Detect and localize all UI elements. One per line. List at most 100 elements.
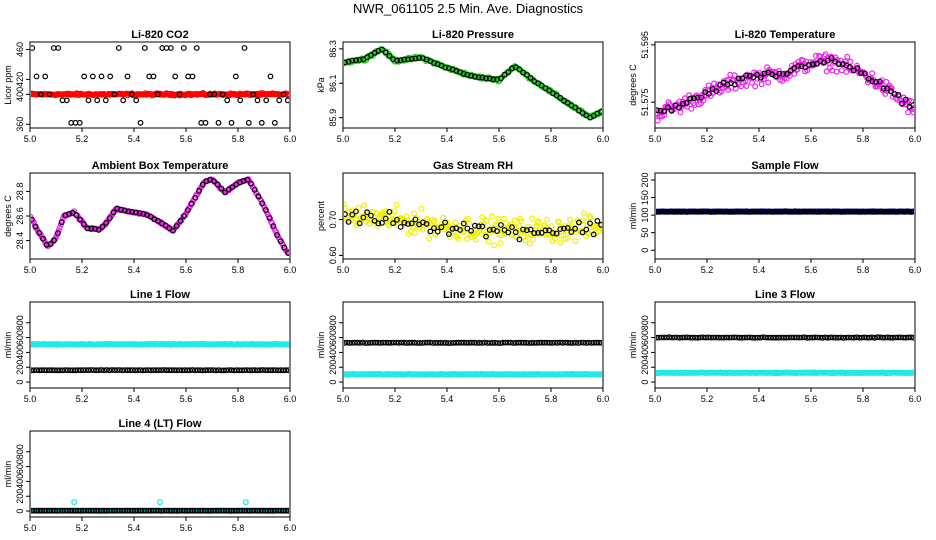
panel-5-average-point xyxy=(561,225,567,232)
panel-5-xtick-label: 5.8 xyxy=(545,265,558,275)
panel-4-average-point xyxy=(118,206,124,213)
panel-5-raw-point xyxy=(344,205,348,212)
panel-1-average-point xyxy=(137,119,144,126)
panel-9-average-point xyxy=(869,334,875,341)
panel-5-average-point xyxy=(386,208,393,215)
panel-6-average-point xyxy=(663,208,670,215)
panel-9-average-point xyxy=(778,334,784,341)
panel-6-title: Sample Flow xyxy=(751,160,819,172)
panel-2-average-point xyxy=(356,57,363,63)
panel-10-xtick-label: 5.8 xyxy=(232,523,245,533)
panel-5-frame xyxy=(342,172,604,260)
panel-5-average-point xyxy=(360,214,367,221)
panel-6-average-point xyxy=(866,208,873,215)
panel-1-average-point xyxy=(254,97,261,104)
panel-5-xtick-label: 5.2 xyxy=(389,265,402,275)
panel-1-average-point xyxy=(271,119,278,126)
panel-6-average-point xyxy=(708,208,714,215)
panel-9-average-point xyxy=(747,334,753,341)
panel-5-average-point xyxy=(353,208,359,215)
panel-3-raw-point xyxy=(656,117,661,124)
panel-6-average-point xyxy=(760,208,766,215)
panel-3-average-point xyxy=(806,62,812,68)
panel-9-xtick-label: 5.0 xyxy=(649,394,662,404)
panel-7-average-point xyxy=(272,367,279,374)
panel-7-average-point xyxy=(106,367,113,374)
panel-6-average-point xyxy=(770,208,777,215)
panel-6-average-point xyxy=(858,208,865,215)
panel-10-average-point xyxy=(75,507,81,514)
panel-9-average-point xyxy=(715,334,722,341)
panel-8-xtick-label: 5.8 xyxy=(545,394,558,404)
panel-5-average-point xyxy=(368,212,374,219)
panel-9-average-point xyxy=(827,334,834,341)
panel-6-average-point xyxy=(835,208,842,215)
panel-8-average-point xyxy=(440,340,447,346)
panel-9-average-point xyxy=(666,334,673,341)
panel-1-frame xyxy=(29,41,291,129)
panel-6-average-point xyxy=(747,208,753,215)
panel-7-average-point xyxy=(184,367,191,374)
panel-10-average-point xyxy=(163,507,170,514)
panel-6-xtick-label: 5.4 xyxy=(753,265,766,275)
panel-4-average-point xyxy=(147,213,154,220)
panel-10-average-point xyxy=(41,507,48,514)
panel-7-average-point xyxy=(270,367,277,374)
panel-3-raw-point xyxy=(748,79,755,86)
panel-1-average-point xyxy=(120,97,127,104)
panel-10-average-point xyxy=(205,507,212,514)
panel-7-average-point xyxy=(171,367,178,374)
panel-2-xtick-label: 5.2 xyxy=(389,134,402,144)
panel-9-average-point xyxy=(669,334,675,341)
panel-4-average-point xyxy=(184,207,191,213)
panel-10-average-point xyxy=(184,507,191,514)
panel-3-raw-point xyxy=(775,67,782,74)
panel-10-average-point xyxy=(134,507,141,514)
panel-10-average-point xyxy=(33,507,40,514)
panel-4-average-point xyxy=(55,230,61,236)
panel-10-frame xyxy=(29,430,291,518)
panel-3-raw-point xyxy=(833,68,840,75)
panel-7-average-point xyxy=(49,367,55,374)
panel-8-average-point xyxy=(528,339,535,346)
panel-9-ytick-label: 0 xyxy=(640,380,650,385)
panel-10-ytick-label: 0 xyxy=(15,509,25,514)
panel-3-raw-point xyxy=(869,70,876,77)
panel-3-average-point xyxy=(750,74,757,81)
panel-8-average-point xyxy=(539,339,545,346)
panel-6-average-point xyxy=(890,208,896,215)
panel-10-average-point xyxy=(67,507,74,514)
panel-4-average-point xyxy=(73,212,80,219)
panel-6-average-point xyxy=(804,208,810,215)
panel-8-average-point xyxy=(463,339,470,346)
panel-1-average-point xyxy=(89,73,96,80)
panel-3-average-point xyxy=(847,64,853,70)
panel-9-average-point xyxy=(661,334,667,341)
panel-9-average-point xyxy=(757,334,764,341)
panel-8-title: Line 2 Flow xyxy=(443,289,503,301)
panel-4-average-point xyxy=(84,225,91,232)
panel-3-average-point xyxy=(798,63,805,70)
panel-6-average-point xyxy=(666,208,673,215)
panel-6-average-point xyxy=(765,208,771,215)
panel-6-average-point xyxy=(897,208,904,215)
panel-3-average-point xyxy=(854,65,861,71)
panel-3-ytick-label: 51.575 xyxy=(640,88,650,116)
panel-6-average-point xyxy=(749,208,756,215)
panel-2-average-point xyxy=(468,72,475,79)
panel-5-average-point xyxy=(542,227,549,234)
panel-10-average-point xyxy=(231,507,238,514)
panel-3-average-point xyxy=(776,70,783,77)
panel-7-average-point xyxy=(62,367,68,374)
panel-4-average-point xyxy=(140,211,147,217)
panel-4-average-point xyxy=(274,231,280,238)
panel-5-average-point xyxy=(590,231,597,238)
panel-5-raw-point xyxy=(544,216,551,223)
panel-6-ytick-label: 200 xyxy=(640,173,650,188)
panel-4-average-point xyxy=(277,238,284,245)
panel-6-average-point xyxy=(687,208,693,215)
panel-1-average-point xyxy=(202,119,209,126)
panel-7-average-point xyxy=(233,367,240,374)
panel-7-average-point xyxy=(75,367,81,374)
panel-2-average-point xyxy=(564,99,571,106)
